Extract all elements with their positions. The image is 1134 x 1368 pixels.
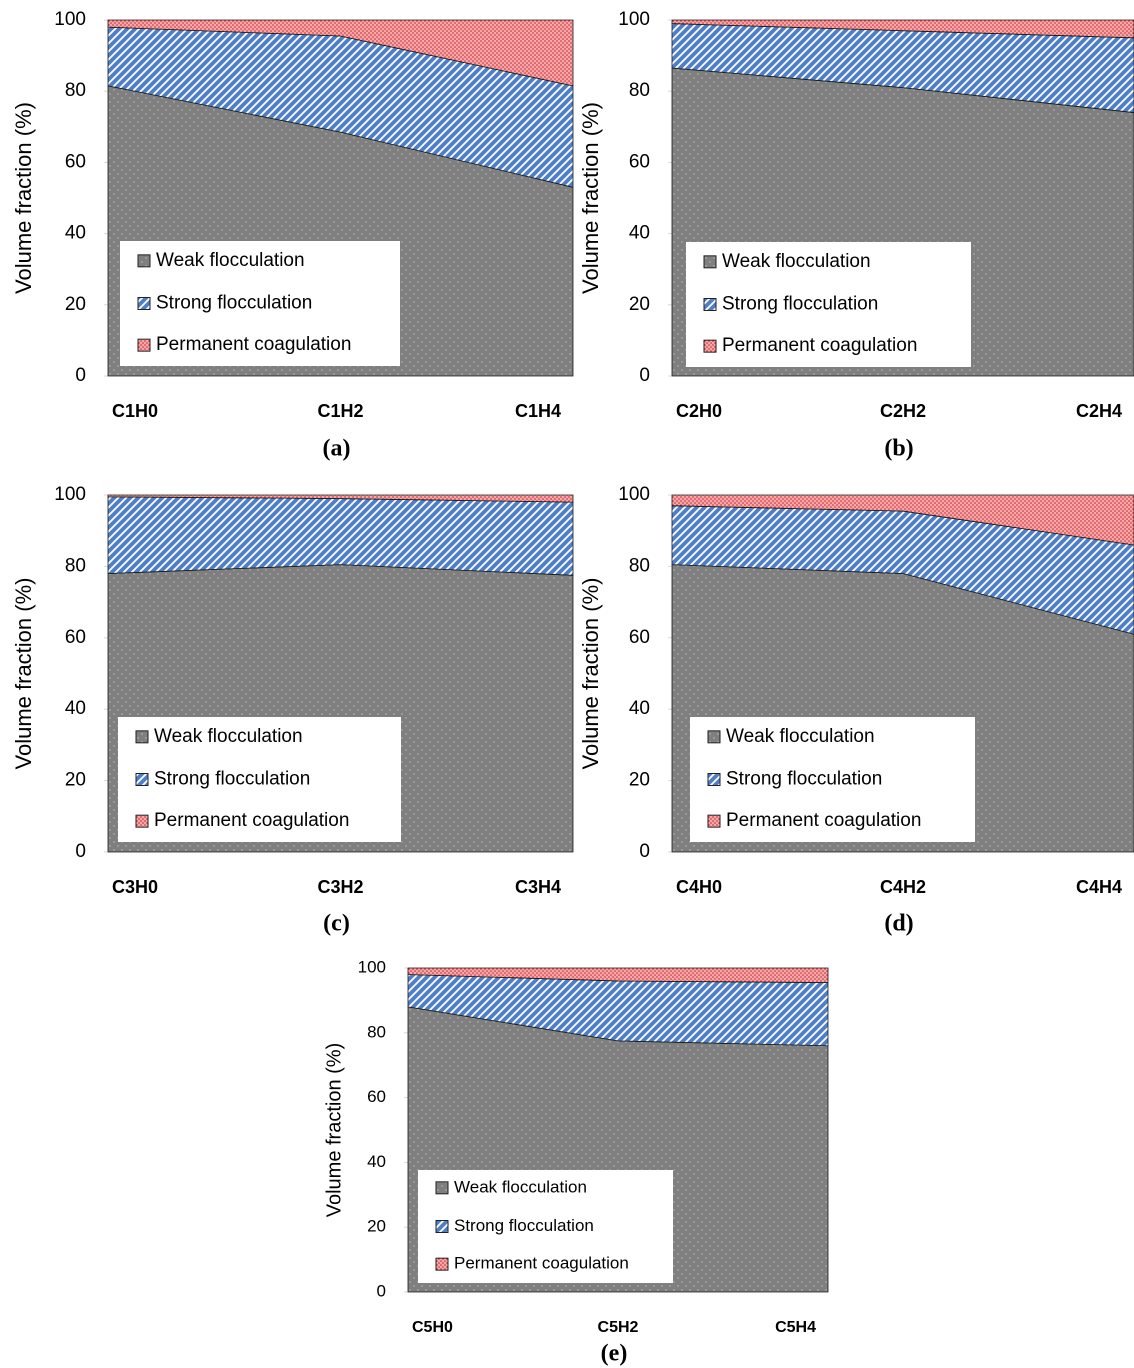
y-tick-label: 40 (65, 223, 86, 244)
panel-label: (d) (884, 911, 913, 937)
legend-label: Strong flocculation (722, 294, 878, 315)
y-tick-label: 60 (629, 627, 650, 648)
panel-label: (a) (323, 436, 351, 462)
y-tick-label: 0 (75, 841, 86, 862)
legend-swatch (703, 298, 717, 311)
x-tick-label: C3H0 (112, 877, 158, 897)
y-axis-title: Volume fraction (%) (11, 102, 36, 294)
legend-label: Permanent coagulation (156, 334, 351, 355)
x-tick-label: C2H0 (676, 401, 722, 421)
y-tick-label: 100 (618, 484, 650, 505)
x-tick-label: C5H4 (775, 1319, 816, 1336)
area (671, 494, 1134, 546)
x-tick-label: C4H2 (880, 877, 926, 897)
legend-label: Strong flocculation (454, 1216, 594, 1235)
x-tick-label: C2H2 (880, 401, 926, 421)
y-tick-label: 20 (629, 294, 650, 315)
y-tick-label: 60 (65, 627, 86, 648)
y-tick-label: 40 (65, 698, 86, 719)
legend-swatch (435, 1220, 449, 1233)
y-tick-label: 100 (618, 9, 650, 30)
legend-label: Permanent coagulation (722, 335, 917, 356)
legend-swatch (707, 814, 721, 828)
y-axis-title: Volume fraction (%) (323, 1043, 345, 1218)
legend-swatch (707, 730, 721, 744)
legend-swatch (137, 338, 151, 352)
y-tick-label: 60 (65, 151, 86, 172)
legend-label: Weak flocculation (722, 251, 871, 272)
legend-box (690, 717, 975, 842)
legend-swatch (135, 730, 149, 744)
y-tick-label: 100 (54, 9, 86, 30)
y-tick-label: 80 (367, 1022, 386, 1041)
legend-swatch (707, 773, 721, 786)
y-tick-label: 60 (367, 1087, 386, 1106)
x-tick-label: C4H0 (676, 877, 722, 897)
x-tick-label: C1H2 (317, 401, 363, 421)
area (107, 494, 574, 503)
legend-label: Weak flocculation (154, 726, 303, 747)
legend-label: Strong flocculation (154, 769, 310, 790)
y-tick-label: 40 (629, 698, 650, 719)
y-tick-label: 0 (639, 365, 650, 386)
y-tick-label: 100 (358, 957, 386, 976)
y-tick-label: 40 (367, 1152, 386, 1171)
y-axis-title: Volume fraction (%) (11, 578, 36, 770)
x-tick-label: C5H2 (598, 1319, 639, 1336)
legend-swatch (137, 297, 151, 310)
legend-box (418, 1170, 673, 1283)
y-tick-label: 0 (639, 841, 650, 862)
legend-label: Permanent coagulation (454, 1254, 629, 1273)
y-axis-title: Volume fraction (%) (578, 102, 603, 294)
y-tick-label: 80 (629, 555, 650, 576)
y-tick-label: 60 (629, 151, 650, 172)
area (107, 19, 574, 87)
y-tick-label: 80 (65, 555, 86, 576)
legend-label: Weak flocculation (156, 250, 305, 271)
legend-label: Permanent coagulation (726, 810, 921, 831)
y-tick-label: 20 (65, 770, 86, 791)
legend-swatch (135, 814, 149, 828)
panel-label: (e) (601, 1341, 628, 1367)
legend-box (120, 241, 400, 366)
y-tick-label: 0 (377, 1281, 386, 1300)
legend-swatch (135, 773, 149, 786)
y-tick-label: 40 (629, 223, 650, 244)
x-tick-label: C1H0 (112, 401, 158, 421)
x-tick-label: C3H4 (515, 877, 561, 897)
x-tick-label: C5H0 (412, 1319, 453, 1336)
legend-swatch (703, 339, 717, 353)
legend-box (118, 717, 401, 842)
legend-label: Weak flocculation (726, 726, 875, 747)
y-tick-label: 20 (629, 770, 650, 791)
legend-swatch (435, 1257, 449, 1271)
panel-label: (c) (323, 911, 350, 937)
legend-box (686, 242, 971, 367)
x-tick-label: C1H4 (515, 401, 561, 421)
panel-label: (b) (884, 436, 913, 462)
y-tick-label: 20 (367, 1217, 386, 1236)
x-tick-label: C2H4 (1076, 401, 1122, 421)
y-axis-title: Volume fraction (%) (578, 578, 603, 770)
x-tick-label: C3H2 (317, 877, 363, 897)
y-tick-label: 80 (629, 80, 650, 101)
legend-swatch (703, 255, 717, 269)
x-tick-label: C4H4 (1076, 877, 1122, 897)
y-tick-label: 0 (75, 365, 86, 386)
legend-label: Strong flocculation (156, 293, 312, 314)
legend-swatch (435, 1181, 449, 1195)
legend-label: Weak flocculation (454, 1177, 587, 1196)
y-tick-label: 80 (65, 80, 86, 101)
area (107, 496, 574, 576)
legend-swatch (137, 254, 151, 268)
legend-label: Strong flocculation (726, 769, 882, 790)
y-tick-label: 100 (54, 484, 86, 505)
legend-label: Permanent coagulation (154, 810, 349, 831)
area (407, 967, 829, 983)
y-tick-label: 20 (65, 294, 86, 315)
area (671, 19, 1134, 39)
